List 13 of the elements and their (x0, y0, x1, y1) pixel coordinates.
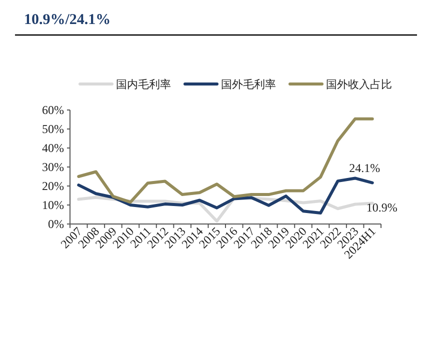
legend-label: 国内毛利率 (116, 78, 171, 91)
y-tick-label: 40% (42, 141, 64, 155)
chart-title: 10.9%/24.1% (24, 12, 111, 28)
annotation: 10.9% (366, 200, 398, 214)
y-tick-label: 20% (42, 179, 64, 193)
y-tick-label: 0% (48, 217, 64, 231)
y-tick-label: 30% (42, 160, 64, 174)
y-tick-label: 50% (42, 122, 64, 136)
y-tick-label: 10% (42, 198, 64, 212)
annotation: 24.1% (349, 161, 380, 176)
legend-label: 国外毛利率 (221, 78, 276, 91)
y-tick-label: 60% (42, 103, 64, 117)
legend-label: 国外收入占比 (326, 78, 392, 91)
